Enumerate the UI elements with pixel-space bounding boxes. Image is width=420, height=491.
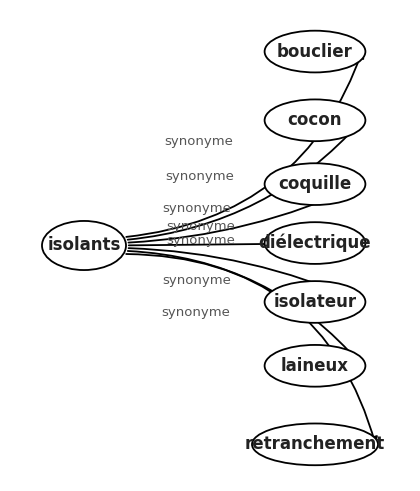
Ellipse shape: [42, 221, 126, 270]
Text: synonyme: synonyme: [162, 202, 231, 215]
Text: retranchement: retranchement: [245, 436, 385, 453]
Ellipse shape: [265, 100, 365, 141]
FancyArrowPatch shape: [128, 251, 362, 365]
Text: synonyme: synonyme: [161, 306, 230, 319]
FancyArrowPatch shape: [129, 240, 361, 246]
FancyArrowPatch shape: [129, 184, 361, 243]
Text: synonyme: synonyme: [166, 235, 235, 247]
Text: synonyme: synonyme: [166, 220, 235, 233]
Text: cocon: cocon: [288, 111, 342, 129]
Ellipse shape: [265, 345, 365, 387]
Text: coquille: coquille: [278, 175, 352, 193]
Text: bouclier: bouclier: [277, 43, 353, 60]
FancyArrowPatch shape: [126, 254, 377, 444]
Text: synonyme: synonyme: [162, 273, 231, 287]
FancyArrowPatch shape: [128, 120, 362, 240]
FancyArrowPatch shape: [129, 248, 361, 302]
Text: synonyme: synonyme: [164, 135, 233, 148]
Ellipse shape: [265, 163, 365, 205]
Text: isolants: isolants: [47, 237, 121, 254]
Text: diélectrique: diélectrique: [259, 234, 371, 252]
Ellipse shape: [265, 222, 365, 264]
Ellipse shape: [265, 31, 365, 73]
Text: isolateur: isolateur: [273, 293, 357, 311]
Ellipse shape: [252, 423, 378, 465]
Ellipse shape: [265, 281, 365, 323]
Text: laineux: laineux: [281, 357, 349, 375]
Text: synonyme: synonyme: [165, 169, 234, 183]
FancyArrowPatch shape: [126, 51, 363, 237]
